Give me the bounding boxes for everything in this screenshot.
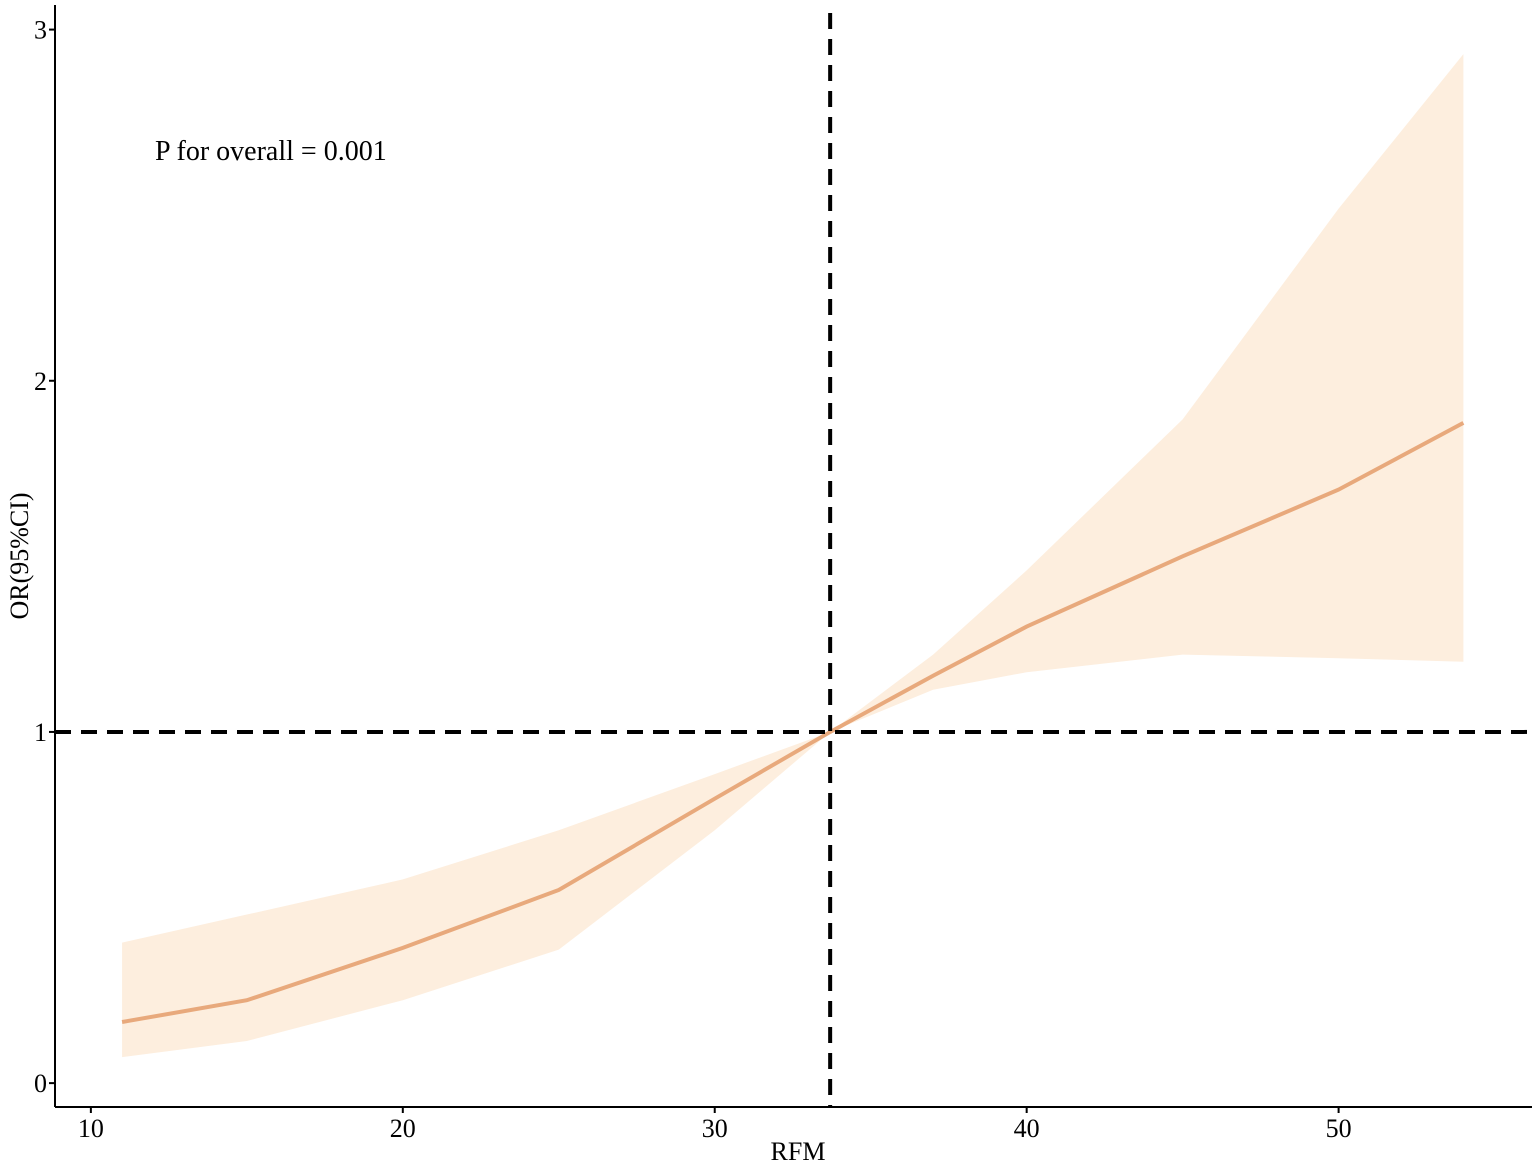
annotation: P for overall = 0.001 [155,136,387,167]
y-tick-label: 2 [34,367,47,396]
confidence-band [122,54,1464,1058]
y-tick-label: 3 [34,16,47,45]
y-tick-label: 1 [34,718,47,747]
x-tick-label: 50 [1326,1114,1352,1143]
x-tick-label: 30 [702,1114,728,1143]
or-line [121,421,1465,1024]
x-axis-label: RFM [771,1137,826,1164]
y-tick-label: 0 [34,1069,47,1098]
x-tick-label: 20 [390,1114,416,1143]
x-tick-label: 40 [1014,1114,1040,1143]
y-axis-label: OR(95%CI) [5,492,34,619]
x-tick-label: 10 [78,1114,104,1143]
